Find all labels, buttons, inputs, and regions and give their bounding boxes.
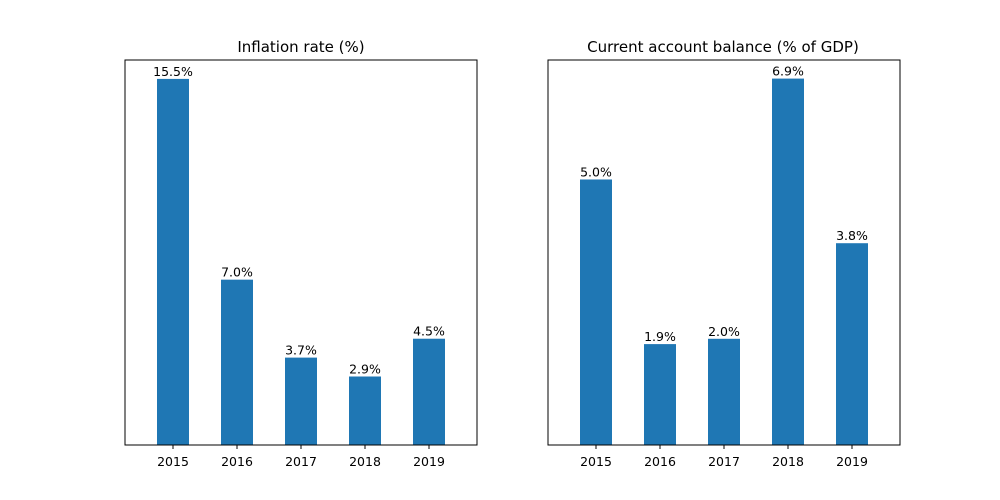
data-label: 3.8%	[836, 228, 868, 243]
bar-2015	[580, 179, 612, 445]
chart-title: Current account balance (% of GDP)	[587, 38, 859, 56]
data-label: 5.0%	[580, 164, 612, 179]
bar-2015	[157, 78, 189, 446]
chart-title: Inflation rate (%)	[237, 38, 364, 56]
data-label: 6.9%	[772, 64, 804, 79]
bar-2018	[772, 78, 804, 445]
x-tick-label: 2016	[644, 454, 676, 469]
x-tick-label: 2018	[772, 454, 804, 469]
x-tick-group: 2015 2016 2017 2018 2019	[580, 445, 868, 469]
bar-2016	[221, 279, 253, 445]
bar-2016	[644, 344, 676, 445]
inflation-chart: Inflation rate (%) 15.5% 7.0% 3.7% 2.9% 4.5%…	[124, 38, 478, 469]
bar-2017	[285, 357, 317, 445]
x-tick-label: 2018	[349, 454, 381, 469]
x-tick-label: 2015	[157, 454, 189, 469]
bar-2018	[349, 376, 381, 445]
bar-group: 15.5% 7.0% 3.7% 2.9% 4.5%	[153, 64, 445, 446]
data-label: 7.0%	[221, 265, 253, 280]
data-label: 1.9%	[644, 329, 676, 344]
x-tick-label: 2019	[413, 454, 445, 469]
data-label: 2.0%	[708, 324, 740, 339]
data-label: 3.7%	[285, 343, 317, 358]
x-tick-label: 2017	[285, 454, 317, 469]
x-tick-label: 2019	[836, 454, 868, 469]
x-tick-label: 2017	[708, 454, 740, 469]
current-account-chart: Current account balance (% of GDP) 5.0% 1…	[547, 38, 901, 469]
bar-2019	[836, 243, 868, 445]
bar-2017	[708, 338, 740, 445]
bar-2019	[413, 338, 445, 445]
x-tick-label: 2016	[221, 454, 253, 469]
x-tick-group: 2015 2016 2017 2018 2019	[157, 445, 445, 469]
x-tick-label: 2015	[580, 454, 612, 469]
data-label: 4.5%	[413, 324, 445, 339]
data-label: 15.5%	[153, 64, 193, 79]
data-label: 2.9%	[349, 362, 381, 377]
bar-group: 5.0% 1.9% 2.0% 6.9% 3.8%	[580, 64, 868, 445]
